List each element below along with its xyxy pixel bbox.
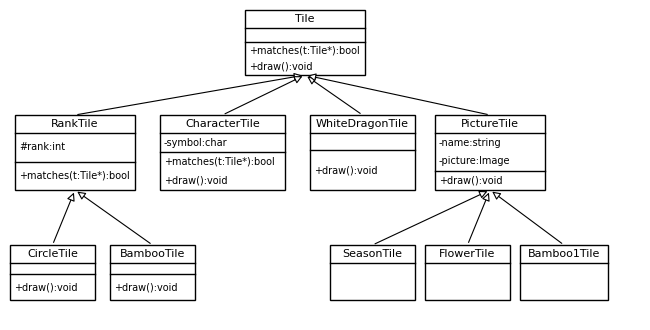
Text: BambooTile: BambooTile <box>120 249 185 259</box>
Bar <box>15 115 135 190</box>
Bar <box>520 245 608 300</box>
Text: +draw():void: +draw():void <box>439 176 502 185</box>
Text: -picture:Image: -picture:Image <box>439 156 510 167</box>
Text: -symbol:char: -symbol:char <box>164 138 228 148</box>
Text: +draw():void: +draw():void <box>114 282 177 292</box>
Bar <box>10 245 95 300</box>
Text: +matches(t:Tile*):bool: +matches(t:Tile*):bool <box>164 156 275 167</box>
Text: +matches(t:Tile*):bool: +matches(t:Tile*):bool <box>19 171 130 181</box>
Text: Bamboo1Tile: Bamboo1Tile <box>528 249 600 259</box>
Bar <box>245 10 365 75</box>
Text: #rank:int: #rank:int <box>19 142 65 152</box>
Text: +matches(t:Tile*):bool: +matches(t:Tile*):bool <box>249 45 359 55</box>
Text: -name:string: -name:string <box>439 138 502 148</box>
Bar <box>425 245 510 300</box>
Text: RankTile: RankTile <box>51 119 99 129</box>
Text: FlowerTile: FlowerTile <box>439 249 496 259</box>
Text: CircleTile: CircleTile <box>27 249 78 259</box>
Bar <box>110 245 195 300</box>
Text: +draw():void: +draw():void <box>14 282 77 292</box>
Text: +draw():void: +draw():void <box>314 165 378 175</box>
Text: WhiteDragonTile: WhiteDragonTile <box>316 119 409 129</box>
Text: SeasonTile: SeasonTile <box>343 249 402 259</box>
Text: Tile: Tile <box>295 14 315 24</box>
Bar <box>330 245 415 300</box>
Text: +draw():void: +draw():void <box>249 62 313 72</box>
Text: +draw():void: +draw():void <box>164 176 228 185</box>
Bar <box>160 115 285 190</box>
Text: CharacterTile: CharacterTile <box>185 119 260 129</box>
Text: PictureTile: PictureTile <box>461 119 519 129</box>
Bar <box>435 115 545 190</box>
Bar <box>310 115 415 190</box>
